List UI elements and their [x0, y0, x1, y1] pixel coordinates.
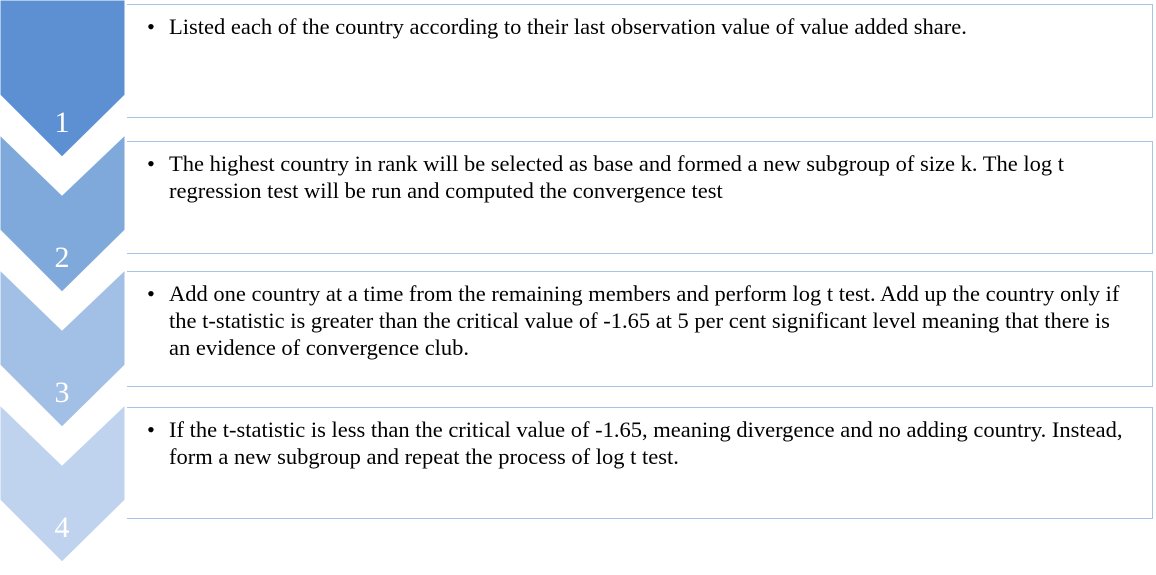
step-box: Listed each of the country according to … — [127, 4, 1153, 118]
chevron — [0, 133, 126, 293]
step-number: 1 — [55, 106, 70, 139]
step-box: Add one country at a time from the remai… — [127, 271, 1153, 387]
step-text: The highest country in rank will be sele… — [147, 150, 1132, 204]
step-number: 4 — [55, 511, 70, 544]
step-number: 3 — [55, 376, 70, 409]
step-text: If the t-statistic is less than the crit… — [147, 416, 1132, 470]
step-box: If the t-statistic is less than the crit… — [127, 407, 1153, 519]
step-box: The highest country in rank will be sele… — [127, 141, 1153, 254]
chevron — [0, 268, 126, 428]
chevron — [0, 0, 126, 158]
chevron — [0, 403, 126, 563]
step-text: Add one country at a time from the remai… — [147, 280, 1132, 361]
step-text: Listed each of the country according to … — [147, 13, 1132, 40]
step-number: 2 — [55, 241, 70, 274]
